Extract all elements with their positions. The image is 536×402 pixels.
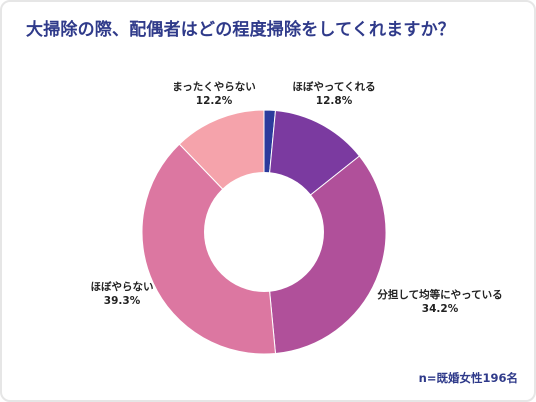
value-hobo-yaranai: 39.3% bbox=[104, 295, 141, 307]
value-hobo-yattekureru: 12.8% bbox=[316, 95, 353, 107]
donut-hole bbox=[204, 172, 324, 292]
value-mattaku: 12.2% bbox=[196, 95, 233, 107]
sample-size-note: n=既婚女性196名 bbox=[418, 371, 518, 385]
chart-title: 大掃除の際、配偶者はどの程度掃除をしてくれますか？ bbox=[26, 20, 455, 40]
value-buntan: 34.2% bbox=[422, 303, 459, 315]
label-hobo-yaranai: ほぼやらない bbox=[91, 280, 154, 293]
label-mattaku: まったくやらない bbox=[172, 81, 256, 93]
label-buntan: 分担して均等にやっている bbox=[377, 288, 502, 301]
label-hobo-yattekureru: ほぼやってくれる bbox=[292, 80, 375, 93]
donut-slice-2 bbox=[263, 155, 387, 355]
